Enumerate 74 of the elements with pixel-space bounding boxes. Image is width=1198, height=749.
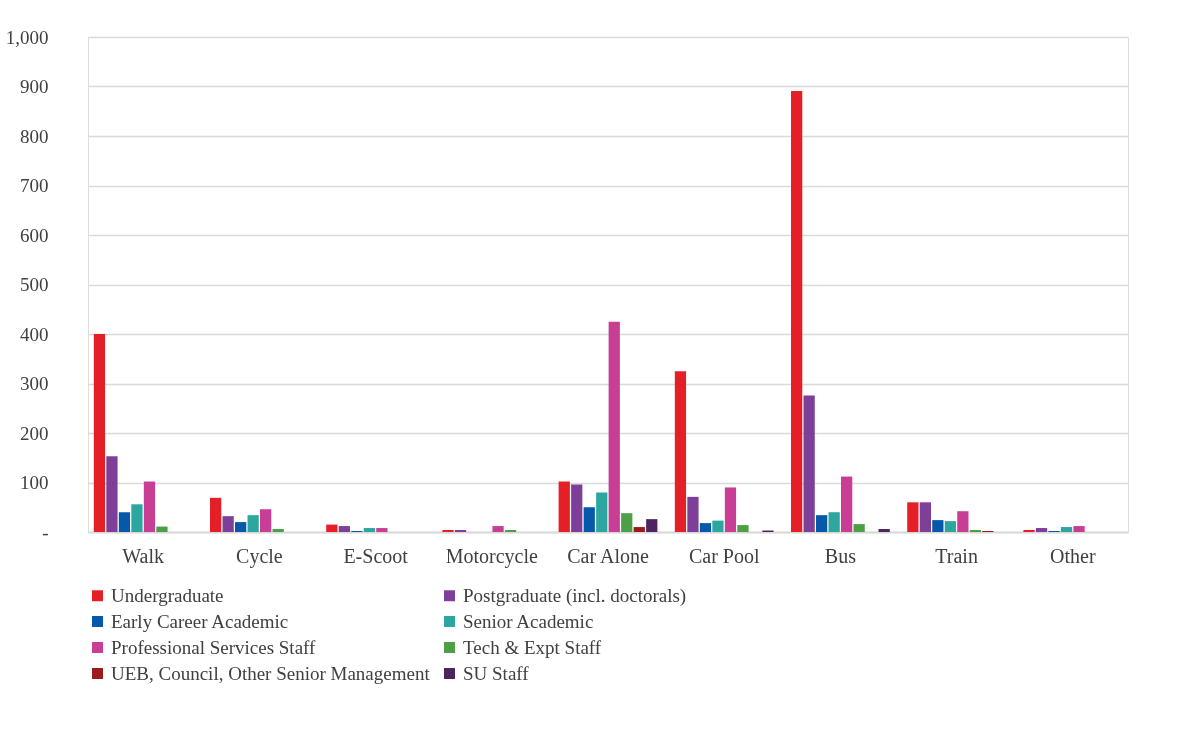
- legend-label: Undergraduate: [111, 584, 224, 606]
- bar: [878, 529, 890, 532]
- bar: [93, 334, 106, 532]
- bar: [608, 321, 620, 532]
- bar: [1073, 526, 1085, 532]
- bar: [338, 526, 350, 532]
- bar: [932, 520, 944, 532]
- bar: [944, 521, 956, 532]
- x-tick-label: Train: [935, 544, 978, 567]
- bar: [957, 511, 969, 532]
- bar: [919, 502, 931, 532]
- legend-label: Professional Services Staff: [111, 636, 317, 658]
- bar: [816, 515, 828, 532]
- x-tick-label: Other: [1050, 544, 1096, 567]
- y-tick-label: 300: [20, 373, 49, 394]
- bar: [363, 528, 375, 532]
- bar: [803, 395, 815, 532]
- bar: [596, 492, 608, 532]
- bar: [699, 523, 712, 532]
- bar: [828, 512, 840, 532]
- bar: [131, 504, 143, 532]
- y-tick-label: 1,000: [5, 26, 49, 48]
- x-tick-label: Bus: [824, 544, 857, 567]
- bar: [1035, 528, 1048, 532]
- x-tick-label: Car Pool: [688, 544, 760, 567]
- bar: [558, 481, 570, 532]
- bar: [492, 526, 504, 532]
- bar: [571, 484, 583, 532]
- bar: [841, 476, 853, 532]
- bar: [724, 487, 737, 532]
- y-tick-label: 900: [20, 76, 49, 97]
- bar: [907, 502, 919, 532]
- bar: [222, 516, 234, 532]
- bar: [853, 524, 865, 532]
- legend-label: Tech & Expt Staff: [463, 636, 602, 658]
- bar: [1060, 527, 1073, 532]
- bar: [210, 497, 222, 532]
- bar: [633, 527, 645, 532]
- bar: [260, 509, 272, 532]
- bar: [247, 515, 259, 532]
- legend-label: SU Staff: [463, 662, 530, 684]
- bar: [156, 526, 168, 532]
- y-tick-label: 600: [20, 224, 49, 246]
- bar: [235, 522, 247, 532]
- bar: [791, 90, 803, 532]
- bar: [272, 529, 284, 532]
- bar: [674, 371, 687, 532]
- bar: [326, 524, 338, 532]
- y-tick-label: -: [42, 521, 49, 543]
- x-tick-label: Motorcycle: [445, 544, 539, 568]
- legend-label: Senior Academic: [463, 610, 594, 632]
- x-tick-label: E-Scoot: [343, 544, 409, 567]
- bar: [737, 525, 749, 532]
- y-tick-label: 100: [20, 472, 49, 493]
- legend-label: Early Career Academic: [111, 610, 289, 632]
- x-tick-label: Cycle: [236, 544, 283, 568]
- y-tick-label: 700: [20, 175, 49, 196]
- bar: [376, 528, 388, 532]
- legend-label: UEB, Council, Other Senior Management: [111, 662, 431, 684]
- y-tick-label: 200: [20, 422, 49, 444]
- bar: [712, 520, 724, 532]
- bar: [143, 481, 156, 532]
- y-tick-label: 800: [20, 125, 49, 147]
- bar: [106, 456, 118, 532]
- y-tick-label: 500: [20, 274, 49, 295]
- bar: [646, 519, 658, 532]
- bar: [583, 507, 595, 532]
- bar: [687, 496, 699, 532]
- bar: [118, 512, 131, 532]
- x-tick-label: Car Alone: [567, 544, 649, 567]
- legend-label: Postgraduate (incl. doctorals): [463, 584, 687, 607]
- x-tick-label: Walk: [122, 544, 165, 567]
- bar: [621, 513, 633, 532]
- y-tick-label: 400: [20, 323, 49, 345]
